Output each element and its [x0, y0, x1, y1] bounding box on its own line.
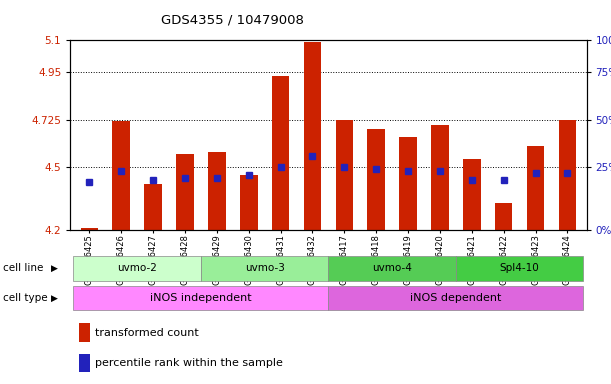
Bar — [73, 286, 329, 310]
Bar — [495, 203, 513, 230]
Bar — [304, 42, 321, 230]
Bar — [558, 119, 576, 230]
Bar — [329, 256, 456, 281]
Bar — [527, 146, 544, 230]
Bar — [329, 286, 584, 310]
Text: ▶: ▶ — [51, 293, 57, 303]
Bar — [400, 137, 417, 230]
Text: cell line: cell line — [3, 263, 43, 273]
Bar — [335, 119, 353, 230]
Bar — [81, 228, 98, 230]
Text: ▶: ▶ — [51, 264, 57, 273]
Text: Spl4-10: Spl4-10 — [500, 263, 540, 273]
Text: percentile rank within the sample: percentile rank within the sample — [95, 358, 282, 368]
Bar — [201, 256, 329, 281]
Bar — [73, 256, 201, 281]
Bar — [208, 152, 225, 230]
Bar — [463, 159, 481, 230]
Bar — [176, 154, 194, 230]
Text: uvmo-4: uvmo-4 — [372, 263, 412, 273]
Bar — [144, 184, 162, 230]
Text: iNOS dependent: iNOS dependent — [410, 293, 502, 303]
Bar — [367, 129, 385, 230]
Bar — [431, 125, 448, 230]
Text: transformed count: transformed count — [95, 328, 199, 338]
Bar — [112, 121, 130, 230]
Text: iNOS independent: iNOS independent — [150, 293, 252, 303]
Text: GDS4355 / 10479008: GDS4355 / 10479008 — [161, 13, 304, 26]
Bar — [272, 76, 290, 230]
Bar — [240, 175, 257, 230]
Text: uvmo-3: uvmo-3 — [245, 263, 285, 273]
Text: uvmo-2: uvmo-2 — [117, 263, 157, 273]
Text: cell type: cell type — [3, 293, 48, 303]
Bar — [456, 256, 584, 281]
